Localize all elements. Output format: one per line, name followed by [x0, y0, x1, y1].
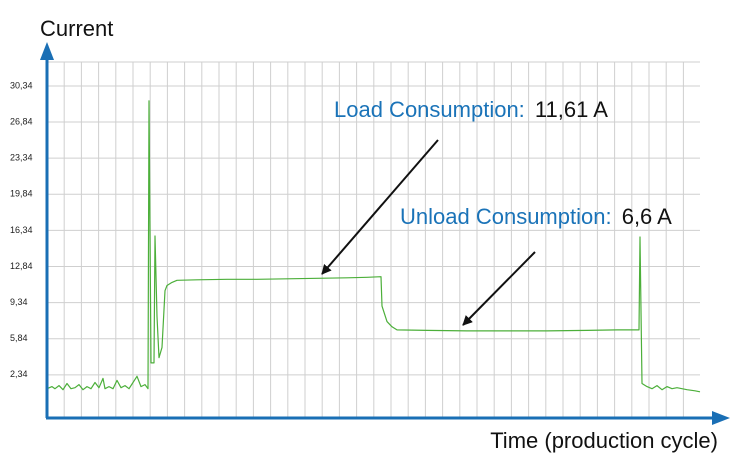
- x-axis-label: Time (production cycle): [490, 428, 718, 453]
- y-tick-label: 26,84: [10, 116, 33, 126]
- y-tick-label: 12,84: [10, 261, 33, 271]
- y-tick-label: 2,34: [10, 369, 28, 379]
- annotation-label: Load Consumption:: [334, 97, 525, 122]
- y-axis-arrow: [40, 42, 54, 60]
- y-tick-label: 19,84: [10, 189, 33, 199]
- annotation-label: Unload Consumption:: [400, 204, 612, 229]
- grid: [47, 61, 700, 418]
- y-tick-label: 16,34: [10, 225, 33, 235]
- y-tick-label: 5,84: [10, 333, 28, 343]
- annotation-arrow: [321, 139, 439, 275]
- annotation: Unload Consumption: 6,6 A: [400, 204, 672, 229]
- annotation: Load Consumption: 11,61 A: [334, 97, 608, 122]
- annotation-value: 6,6 A: [622, 204, 672, 229]
- y-tick-label: 9,34: [10, 297, 28, 307]
- annotation-arrow: [462, 251, 536, 326]
- annotation-value: 11,61 A: [535, 97, 608, 122]
- y-tick-label: 23,34: [10, 153, 33, 163]
- y-axis-label: Current: [40, 16, 113, 41]
- plot: [46, 100, 701, 393]
- x-axis-arrow: [712, 411, 730, 425]
- y-tick-label: 30,34: [10, 80, 33, 90]
- data-line: [46, 100, 701, 393]
